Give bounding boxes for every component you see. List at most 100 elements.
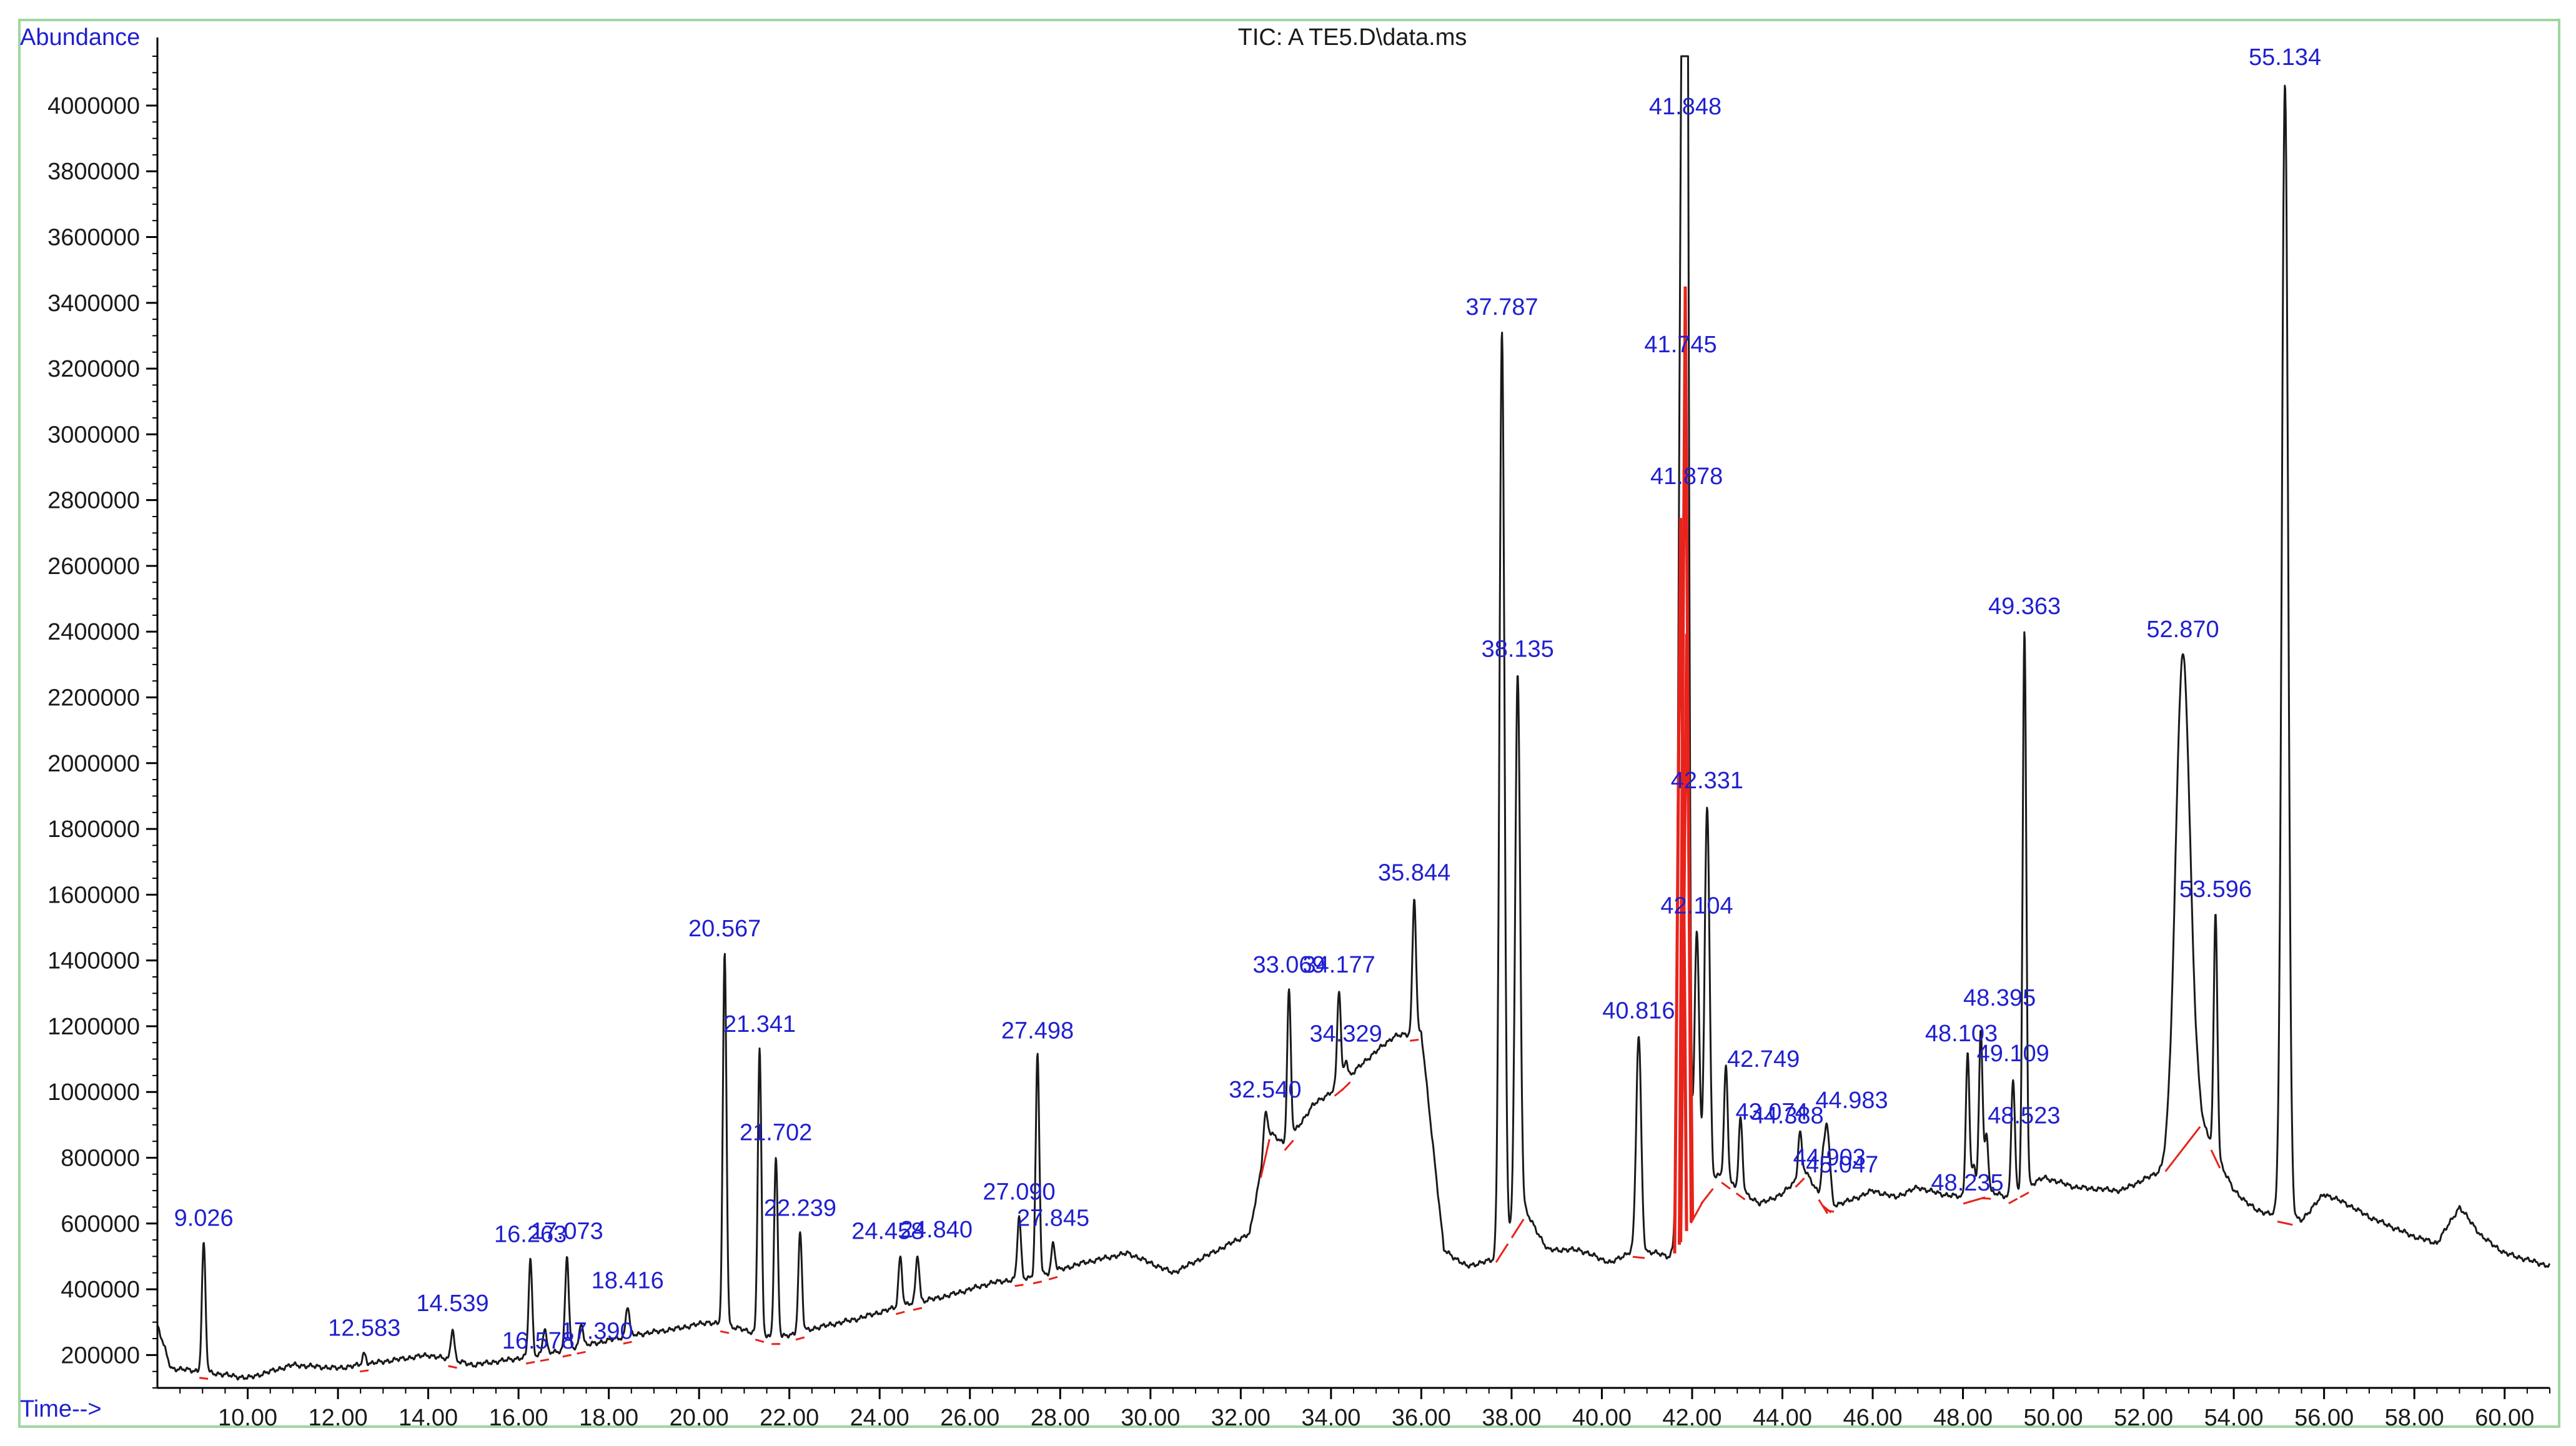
peak-label: 55.134: [2249, 44, 2321, 71]
y-tick-label: 3200000: [47, 356, 140, 382]
peak-label: 32.540: [1229, 1077, 1301, 1103]
integration-mark: [2277, 1222, 2292, 1225]
y-tick-label: 4000000: [47, 93, 140, 119]
peak-label: 48.395: [1963, 985, 2036, 1011]
peak-label: 48.523: [1988, 1103, 2060, 1129]
x-tick-label: 52.00: [2114, 1405, 2173, 1431]
x-tick-label: 32.00: [1211, 1405, 1271, 1431]
x-tick-label: 54.00: [2204, 1405, 2264, 1431]
integration-mark: [1033, 1282, 1042, 1284]
peak-label: 27.845: [1017, 1205, 1089, 1231]
integration-mark: [1015, 1285, 1024, 1286]
integration-mark: [1512, 1219, 1523, 1238]
peak-label: 17.073: [531, 1218, 603, 1244]
x-tick-label: 14.00: [399, 1405, 458, 1431]
y-tick-label: 3800000: [47, 159, 140, 185]
integration-mark: [199, 1378, 208, 1379]
integration-mark: [1721, 1182, 1730, 1189]
integration-mark: [448, 1366, 457, 1368]
x-tick-label: 44.00: [1753, 1405, 1812, 1431]
peak-label: 42.104: [1660, 893, 1733, 919]
peak-label: 22.239: [764, 1196, 836, 1222]
peak-label: 9.026: [174, 1205, 234, 1231]
x-tick-label: 50.00: [2024, 1405, 2083, 1431]
integration-mark: [2009, 1199, 2018, 1204]
peak-label: 42.331: [1671, 768, 1743, 794]
peak-label: 14.539: [416, 1290, 488, 1317]
peak-label: 34.329: [1310, 1021, 1382, 1047]
x-tick-label: 24.00: [850, 1405, 909, 1431]
y-tick-label: 2600000: [47, 553, 140, 580]
integration-mark: [1049, 1277, 1058, 1279]
x-tick-label: 26.00: [940, 1405, 999, 1431]
x-tick-label: 60.00: [2475, 1405, 2534, 1431]
integration-mark: [577, 1352, 586, 1354]
integration-mark: [2020, 1192, 2029, 1197]
integration-mark: [1736, 1193, 1745, 1199]
integration-mark: [1342, 1082, 1350, 1091]
peak-label: 38.135: [1482, 636, 1554, 663]
peak-label: 41.745: [1644, 332, 1717, 358]
y-tick-label: 1200000: [47, 1014, 140, 1040]
y-tick-label: 600000: [61, 1211, 140, 1237]
integration-mark: [1410, 1040, 1419, 1041]
y-tick-label: 200000: [61, 1342, 140, 1369]
peak-label: 35.844: [1378, 860, 1450, 886]
x-tick-label: 58.00: [2385, 1405, 2444, 1431]
y-tick-label: 2800000: [47, 488, 140, 514]
peak-label: 48.235: [1931, 1170, 2003, 1196]
integration-mark: [1982, 1198, 1991, 1199]
x-axis-title: Time-->: [20, 1396, 102, 1422]
y-tick-label: 3400000: [47, 290, 140, 317]
peak-label: 37.787: [1465, 294, 1538, 320]
peak-label: 27.090: [983, 1179, 1055, 1205]
y-tick-label: 3000000: [47, 422, 140, 448]
peak-label: 21.341: [723, 1011, 796, 1037]
integration-mark: [913, 1308, 922, 1310]
integration-mark: [526, 1362, 535, 1364]
peak-label: 41.848: [1649, 94, 1721, 120]
peak-label: 24.840: [900, 1217, 973, 1243]
integration-mark: [2211, 1150, 2220, 1168]
integration-mark: [2166, 1127, 2201, 1172]
y-tick-label: 1800000: [47, 816, 140, 843]
peak-label: 44.388: [1751, 1102, 1823, 1129]
integration-mark: [755, 1340, 764, 1342]
peak-label: 53.596: [2179, 876, 2252, 903]
x-tick-label: 12.00: [309, 1405, 368, 1431]
integration-mark: [360, 1370, 369, 1372]
x-tick-label: 40.00: [1572, 1405, 1632, 1431]
peak-label: 41.878: [1650, 463, 1723, 490]
x-tick-label: 30.00: [1121, 1405, 1180, 1431]
x-tick-label: 38.00: [1482, 1405, 1541, 1431]
y-tick-label: 400000: [61, 1277, 140, 1303]
peak-label: 52.870: [2146, 617, 2219, 643]
x-tick-label: 22.00: [760, 1405, 819, 1431]
integration-mark: [1796, 1178, 1805, 1187]
x-tick-label: 16.00: [489, 1405, 548, 1431]
y-tick-label: 2000000: [47, 751, 140, 777]
y-tick-label: 1400000: [47, 948, 140, 974]
y-tick-label: 800000: [61, 1146, 140, 1172]
integration-mark: [720, 1331, 729, 1333]
tic-trace: [157, 56, 2550, 1380]
y-tick-label: 2200000: [47, 685, 140, 711]
x-tick-label: 36.00: [1392, 1405, 1451, 1431]
peak-label: 49.109: [1977, 1041, 2049, 1067]
peak-label: 27.498: [1001, 1018, 1074, 1044]
peak-label: 45.047: [1806, 1152, 1878, 1178]
y-axis-title: Abundance: [20, 24, 140, 51]
chart-title: TIC: A TE5.D\data.ms: [1238, 24, 1467, 51]
y-tick-label: 3600000: [47, 225, 140, 251]
x-tick-label: 48.00: [1933, 1405, 1993, 1431]
peak-label: 17.390: [560, 1319, 633, 1345]
peak-label: 44.983: [1815, 1087, 1888, 1114]
y-tick-label: 1600000: [47, 882, 140, 908]
y-tick-label: 2400000: [47, 619, 140, 645]
peak-label: 34.177: [1303, 952, 1375, 978]
peak-label: 21.702: [740, 1120, 812, 1146]
x-tick-label: 28.00: [1031, 1405, 1090, 1431]
peak-label: 40.816: [1602, 998, 1675, 1024]
